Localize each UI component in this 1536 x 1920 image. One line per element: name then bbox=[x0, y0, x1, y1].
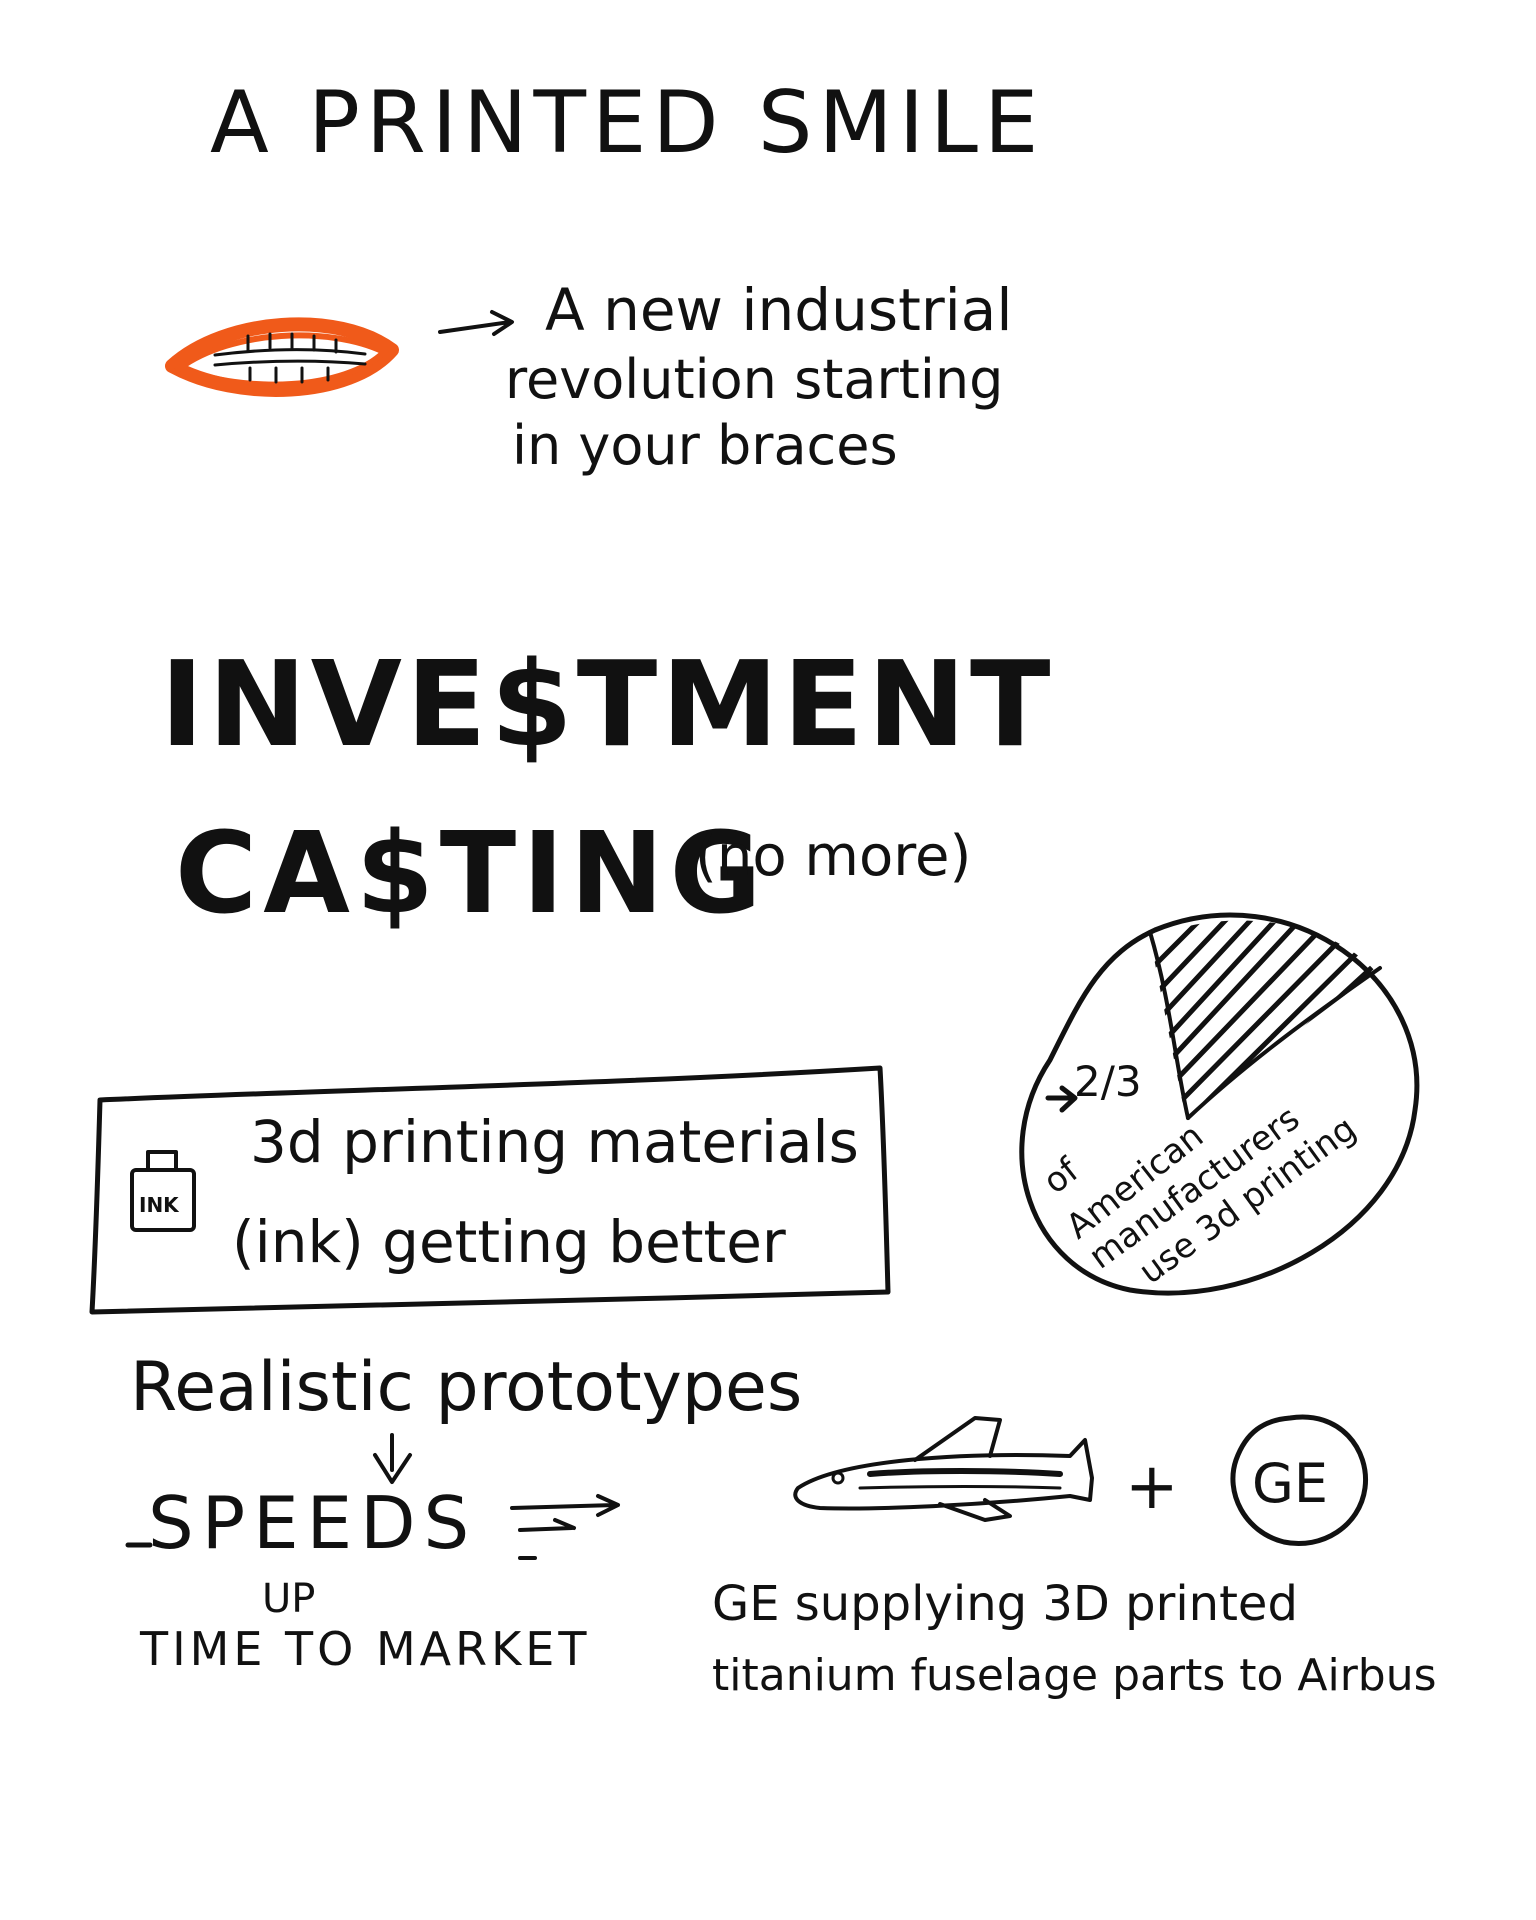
speed-lines-icon bbox=[510, 1494, 620, 1560]
down-arrow-icon bbox=[373, 1433, 412, 1484]
intro-line-3: in your braces bbox=[512, 414, 898, 477]
speeds-text: SPEEDS bbox=[148, 1481, 477, 1565]
arrow-icon bbox=[438, 310, 514, 336]
ink-bottle-icon: INK bbox=[130, 1150, 196, 1232]
ink-label: INK bbox=[139, 1193, 180, 1217]
ge-logo-text: GE bbox=[1252, 1452, 1328, 1515]
intro-text: A new industrial revolution starting in … bbox=[505, 276, 1012, 477]
ge-logo: GE bbox=[1230, 1414, 1369, 1546]
pie-figure: 2/3 bbox=[1074, 1057, 1142, 1106]
intro-line-1: A new industrial bbox=[545, 276, 1012, 344]
page-title: A PRINTED SMILE bbox=[210, 73, 1044, 173]
smile-icon bbox=[165, 317, 399, 397]
intro-line-2: revolution starting bbox=[505, 348, 1003, 411]
materials-box: INK 3d printing materials (ink) getting … bbox=[89, 1065, 891, 1315]
up-text: UP bbox=[262, 1576, 315, 1622]
materials-line-2: (ink) getting better bbox=[232, 1208, 786, 1276]
pie-chart-icon: 2/3 of American manufacturers use 3d pri… bbox=[1019, 912, 1420, 1296]
materials-line-1: 3d printing materials bbox=[250, 1108, 859, 1176]
heading-line-2: CA$TING bbox=[175, 809, 768, 939]
heading-line-1: INVE$TMENT bbox=[160, 635, 1054, 773]
plus-sign: + bbox=[1125, 1450, 1179, 1524]
heading-aside: (no more) bbox=[695, 824, 971, 889]
ge-line-2: titanium fuselage parts to Airbus bbox=[712, 1650, 1437, 1701]
market-text: TIME TO MARKET bbox=[139, 1622, 590, 1676]
prototypes-title: Realistic prototypes bbox=[130, 1348, 802, 1427]
pie-text-line-1: of bbox=[1036, 1150, 1087, 1202]
airplane-icon bbox=[793, 1416, 1094, 1522]
ge-line-1: GE supplying 3D printed bbox=[712, 1576, 1298, 1632]
